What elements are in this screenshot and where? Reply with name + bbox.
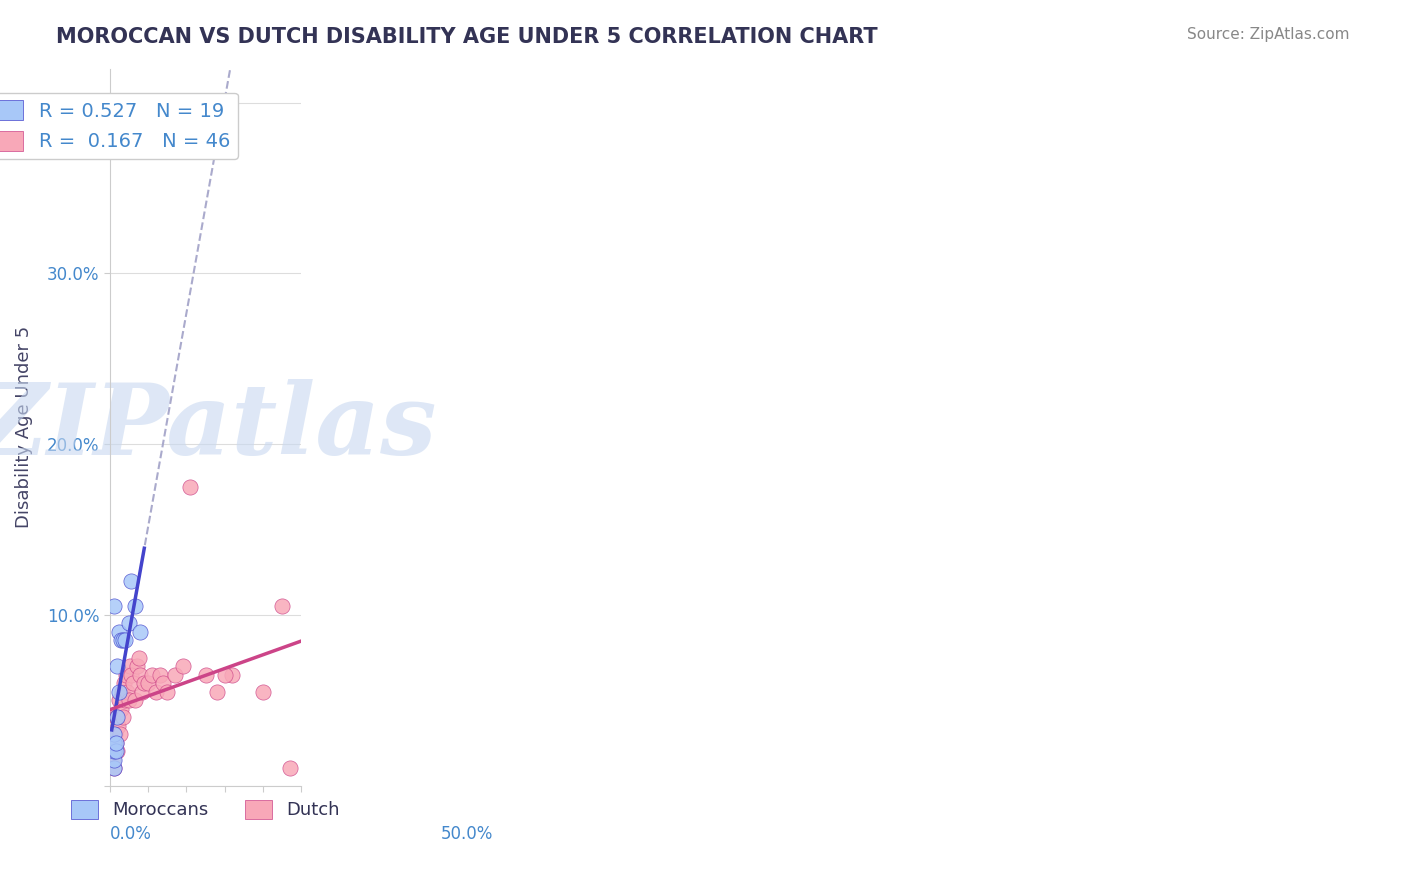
Point: [112, 633, 135, 648]
Point: [136, 676, 159, 690]
Point: [115, 667, 138, 681]
Point: [163, 667, 186, 681]
Point: [108, 727, 131, 741]
Point: [205, 684, 228, 698]
Point: [179, 480, 201, 494]
Point: [103, 762, 125, 776]
Point: [107, 710, 129, 724]
Legend: Moroccans, Dutch: Moroccans, Dutch: [63, 793, 347, 827]
Text: ZIPatlas: ZIPatlas: [0, 379, 437, 475]
Point: [134, 676, 156, 690]
Text: 50.0%: 50.0%: [440, 825, 494, 843]
Point: [118, 616, 141, 631]
Point: [107, 659, 129, 673]
Point: [149, 667, 172, 681]
Text: MOROCCAN VS DUTCH DISABILITY AGE UNDER 5 CORRELATION CHART: MOROCCAN VS DUTCH DISABILITY AGE UNDER 5…: [56, 27, 877, 46]
Point: [100, 744, 122, 758]
Point: [131, 684, 153, 698]
Point: [108, 693, 131, 707]
Point: [252, 684, 274, 698]
Point: [145, 684, 167, 698]
Point: [112, 710, 135, 724]
Point: [114, 633, 136, 648]
Point: [121, 676, 143, 690]
Y-axis label: Disability Age Under 5: Disability Age Under 5: [15, 326, 32, 528]
Point: [110, 702, 132, 716]
Point: [103, 753, 125, 767]
Point: [278, 762, 301, 776]
Point: [128, 650, 150, 665]
Point: [101, 753, 124, 767]
Point: [104, 736, 127, 750]
Point: [172, 659, 194, 673]
Point: [112, 676, 135, 690]
Point: [129, 624, 152, 639]
Point: [104, 727, 127, 741]
Point: [118, 693, 141, 707]
Text: Source: ZipAtlas.com: Source: ZipAtlas.com: [1187, 27, 1350, 42]
Point: [118, 659, 141, 673]
Point: [124, 693, 146, 707]
Point: [103, 736, 125, 750]
Point: [103, 736, 125, 750]
Point: [124, 599, 146, 614]
Point: [103, 744, 125, 758]
Point: [129, 667, 152, 681]
Point: [103, 727, 125, 741]
Point: [110, 633, 132, 648]
Point: [194, 667, 217, 681]
Point: [103, 744, 125, 758]
Point: [152, 676, 174, 690]
Point: [103, 599, 125, 614]
Point: [104, 744, 127, 758]
Point: [103, 762, 125, 776]
Point: [120, 574, 142, 588]
Point: [107, 710, 129, 724]
Point: [108, 624, 131, 639]
Point: [107, 719, 129, 733]
Point: [115, 684, 138, 698]
Point: [156, 684, 179, 698]
Point: [108, 684, 131, 698]
Point: [214, 667, 236, 681]
Point: [141, 667, 163, 681]
Point: [104, 736, 127, 750]
Point: [221, 667, 243, 681]
Text: 0.0%: 0.0%: [110, 825, 152, 843]
Point: [114, 693, 136, 707]
Point: [111, 684, 134, 698]
Point: [105, 744, 128, 758]
Point: [104, 710, 127, 724]
Point: [120, 667, 142, 681]
Point: [271, 599, 294, 614]
Point: [125, 659, 148, 673]
